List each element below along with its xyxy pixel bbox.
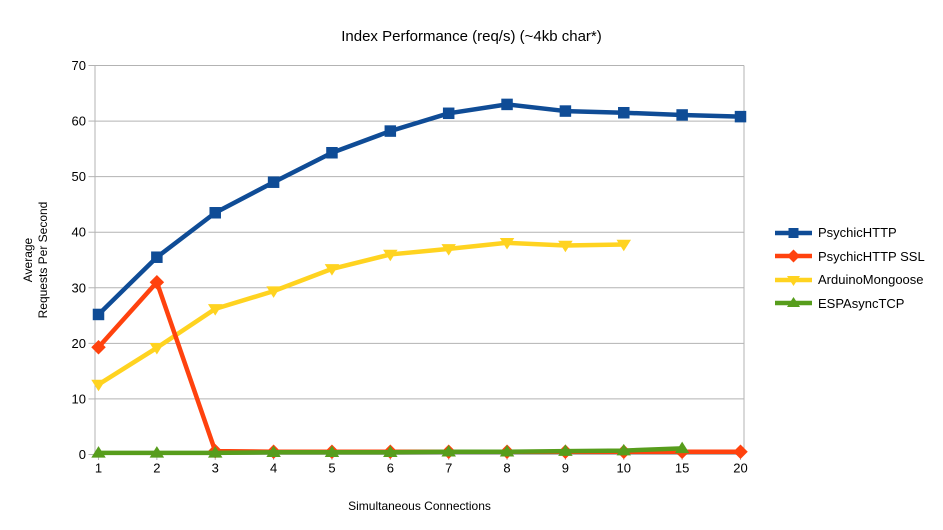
triangle-down-marker [266,286,281,298]
y-axis-title: Average Requests Per Second [21,202,51,319]
triangle-up-marker [383,445,398,458]
triangle-up-marker [441,444,456,457]
triangle-down-marker [91,379,106,392]
triangle-up-marker [324,445,340,458]
square-marker [618,106,630,119]
x-tick-label: 2 [153,461,160,476]
diamond-marker [733,444,748,459]
legend-square-marker [788,227,799,238]
series-line-psychichttp-ssl [96,279,743,454]
square-marker [501,98,513,111]
series-line-arduinomongoose [96,240,627,387]
x-tick-label: 9 [562,461,569,476]
triangle-up-marker [91,446,106,458]
legend-label: PsychicHTTP [818,225,897,241]
x-tick-label: 10 [617,461,631,476]
x-tick-label: 20 [733,461,747,476]
y-tick-label: 0 [79,447,86,462]
x-tick-label: 4 [270,461,277,476]
y-tick-label: 50 [72,169,86,184]
square-marker [384,125,397,137]
x-tick-label: 8 [503,461,510,476]
triangle-down-marker [149,343,165,355]
x-tick-label: 3 [212,461,219,476]
legend-triangle-up-marker [787,297,800,308]
legend-key-diamond-icon [775,249,812,263]
square-marker [92,308,105,321]
legend: PsychicHTTP PsychicHTTP SSL ArduinoMongoos… [775,221,925,315]
square-marker [209,207,221,219]
x-tick-label: 7 [445,461,452,476]
triangle-up-marker [558,444,573,456]
triangle-down-marker [383,249,398,262]
square-marker [326,146,338,159]
y-tick-label: 20 [72,336,86,351]
y-tick-label: 60 [72,114,86,129]
triangle-down-marker [441,244,456,256]
legend-item-espasynctcp: ESPAsyncTCP [775,292,925,316]
triangle-up-marker [674,441,690,454]
triangle-down-marker [499,238,515,250]
y-axis-title-line1: Average [21,237,35,283]
legend-item-arduinomongoose: ArduinoMongoose [775,268,925,292]
series-line-psychichttp [96,102,743,317]
x-tick-label: 5 [328,461,335,476]
square-marker [559,105,572,117]
y-tick-label: 30 [72,280,86,295]
square-marker [442,107,455,120]
y-axis-title-line2: Requests Per Second [36,201,50,319]
triangle-up-marker [207,446,223,458]
triangle-down-marker [324,264,340,276]
legend-triangle-down-marker [787,275,800,286]
x-axis-title: Simultaneous Connections [348,499,491,513]
square-marker [151,251,163,263]
legend-item-psychichttp-ssl: PsychicHTTP SSL [775,245,925,269]
diamond-marker [91,339,106,355]
y-tick-label: 70 [72,58,86,73]
triangle-up-marker [149,446,165,458]
legend-key-triangle-up-icon [775,297,812,308]
legend-label: PsychicHTTP SSL [818,248,925,264]
square-marker [267,176,280,188]
legend-diamond-marker [787,249,800,263]
square-marker [676,109,688,121]
diamond-marker [149,274,165,290]
legend-label: ArduinoMongoose [818,272,924,288]
legend-item-psychichttp: PsychicHTTP [775,221,925,245]
legend-label: ESPAsyncTCP [818,295,905,311]
x-tick-label: 6 [387,461,394,476]
x-tick-label: 1 [95,461,102,476]
legend-key-square-icon [775,227,812,238]
triangle-up-marker [499,444,515,457]
triangle-down-marker [616,239,632,252]
triangle-down-marker [558,240,573,253]
triangle-down-marker [207,304,223,316]
y-tick-label: 10 [72,391,86,406]
y-tick-label: 40 [72,225,86,240]
triangle-up-marker [266,445,281,458]
x-tick-label: 15 [675,461,689,476]
chart-title: Index Performance (req/s) (~4kb char*) [341,28,602,45]
square-marker [734,110,747,123]
triangle-up-marker [616,443,632,456]
legend-key-triangle-down-icon [775,275,812,286]
